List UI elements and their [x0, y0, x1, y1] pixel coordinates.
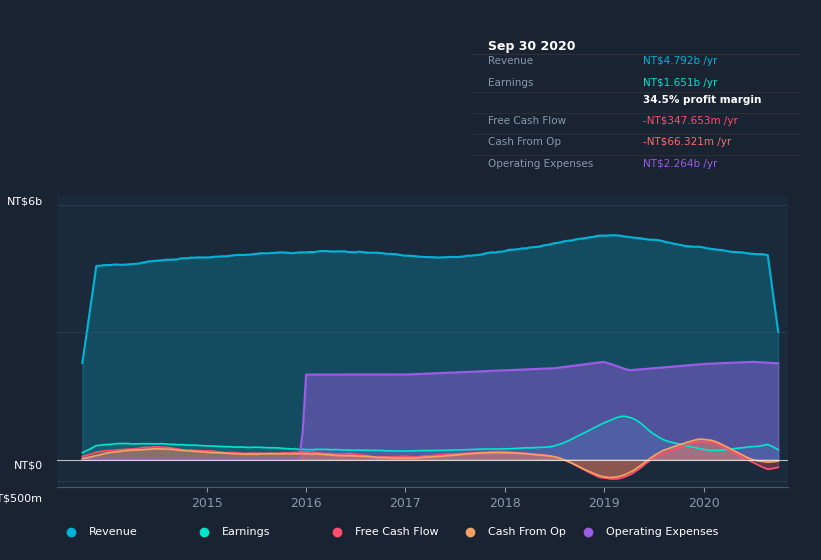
- Text: Cash From Op: Cash From Op: [488, 137, 562, 147]
- Text: -NT$500m: -NT$500m: [0, 493, 43, 503]
- Text: NT$6b: NT$6b: [7, 196, 43, 206]
- Text: Operating Expenses: Operating Expenses: [488, 158, 594, 169]
- Text: NT$0: NT$0: [14, 460, 43, 470]
- Text: -NT$66.321m /yr: -NT$66.321m /yr: [643, 137, 731, 147]
- Text: NT$2.264b /yr: NT$2.264b /yr: [643, 158, 718, 169]
- Text: Earnings: Earnings: [222, 527, 271, 537]
- Text: 34.5% profit margin: 34.5% profit margin: [643, 95, 761, 105]
- Text: Revenue: Revenue: [488, 56, 534, 66]
- Text: NT$4.792b /yr: NT$4.792b /yr: [643, 56, 718, 66]
- Text: -NT$347.653m /yr: -NT$347.653m /yr: [643, 116, 738, 126]
- Text: Revenue: Revenue: [89, 527, 138, 537]
- Text: Earnings: Earnings: [488, 78, 534, 88]
- Text: Sep 30 2020: Sep 30 2020: [488, 40, 576, 53]
- Text: NT$1.651b /yr: NT$1.651b /yr: [643, 78, 718, 88]
- Text: Cash From Op: Cash From Op: [488, 527, 566, 537]
- Text: Free Cash Flow: Free Cash Flow: [355, 527, 438, 537]
- Text: Operating Expenses: Operating Expenses: [606, 527, 718, 537]
- Text: Free Cash Flow: Free Cash Flow: [488, 116, 566, 126]
